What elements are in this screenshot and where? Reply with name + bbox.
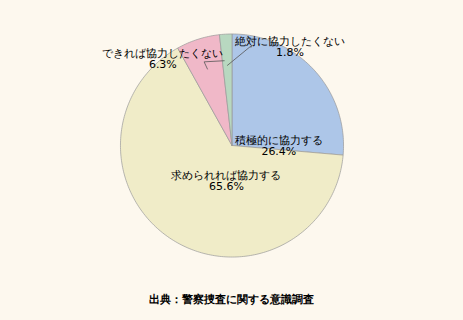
svg-text:できれば協力したくない6.3%: できれば協力したくない6.3%	[102, 47, 223, 71]
svg-text:積極的に協力する26.4%: 積極的に協力する26.4%	[235, 134, 323, 158]
svg-text:絶対に協力したくない1.8%: 絶対に協力したくない1.8%	[234, 35, 345, 59]
svg-text:求められれば協力する65.6%: 求められれば協力する65.6%	[171, 169, 281, 193]
html-text:出典：警察捜査に関する意識調査: 出典：警察捜査に関する意識調査	[149, 293, 314, 306]
